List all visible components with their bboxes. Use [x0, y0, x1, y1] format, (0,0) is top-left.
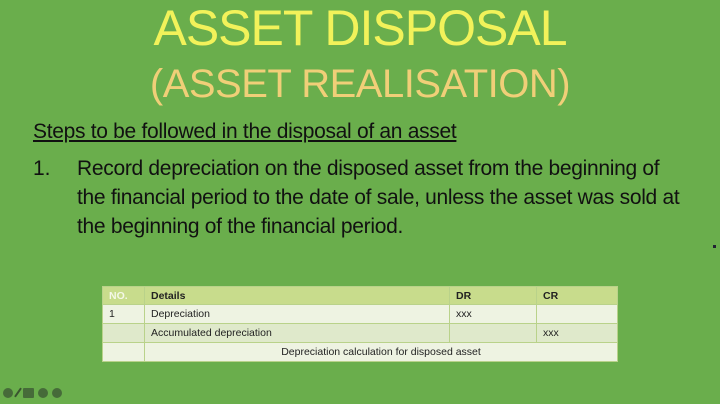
table-row: 1 Depreciation xxx [102, 304, 618, 324]
cell-cr: xxx [536, 323, 618, 343]
cell-details: Depreciation [144, 304, 450, 324]
previous-icon[interactable] [3, 387, 13, 398]
menu-icon[interactable] [38, 387, 48, 398]
cell-empty [102, 342, 145, 362]
cell-cr [536, 304, 618, 324]
header-details: Details [144, 286, 450, 305]
cell-details: Accumulated depreciation [144, 323, 450, 343]
step-text: Record depreciation on the disposed asse… [77, 157, 680, 238]
header-dr: DR [449, 286, 537, 305]
header-no: NO. [102, 286, 145, 305]
table-row: Accumulated depreciation xxx [102, 323, 618, 343]
section-heading: Steps to be followed in the disposal of … [33, 120, 457, 143]
pen-icon[interactable] [14, 387, 22, 398]
cell-no: 1 [102, 304, 145, 324]
table-caption: Depreciation calculation for disposed as… [144, 342, 618, 362]
slide-title: ASSET DISPOSAL [153, 0, 567, 56]
journal-table: NO. Details DR CR 1 Depreciation xxx Acc… [102, 286, 618, 362]
table-caption-row: Depreciation calculation for disposed as… [102, 342, 618, 362]
header-cr: CR [536, 286, 618, 305]
next-icon[interactable] [52, 387, 62, 398]
cell-dr [449, 323, 537, 343]
cell-no [102, 323, 145, 343]
slides-icon[interactable] [23, 387, 34, 398]
cursor-dot [713, 245, 716, 248]
step-number: 1. [33, 157, 51, 180]
table-header-row: NO. Details DR CR [102, 286, 618, 305]
cell-dr: xxx [449, 304, 537, 324]
slide-subtitle: (ASSET REALISATION) [149, 62, 571, 106]
slideshow-toolbar [3, 387, 62, 398]
